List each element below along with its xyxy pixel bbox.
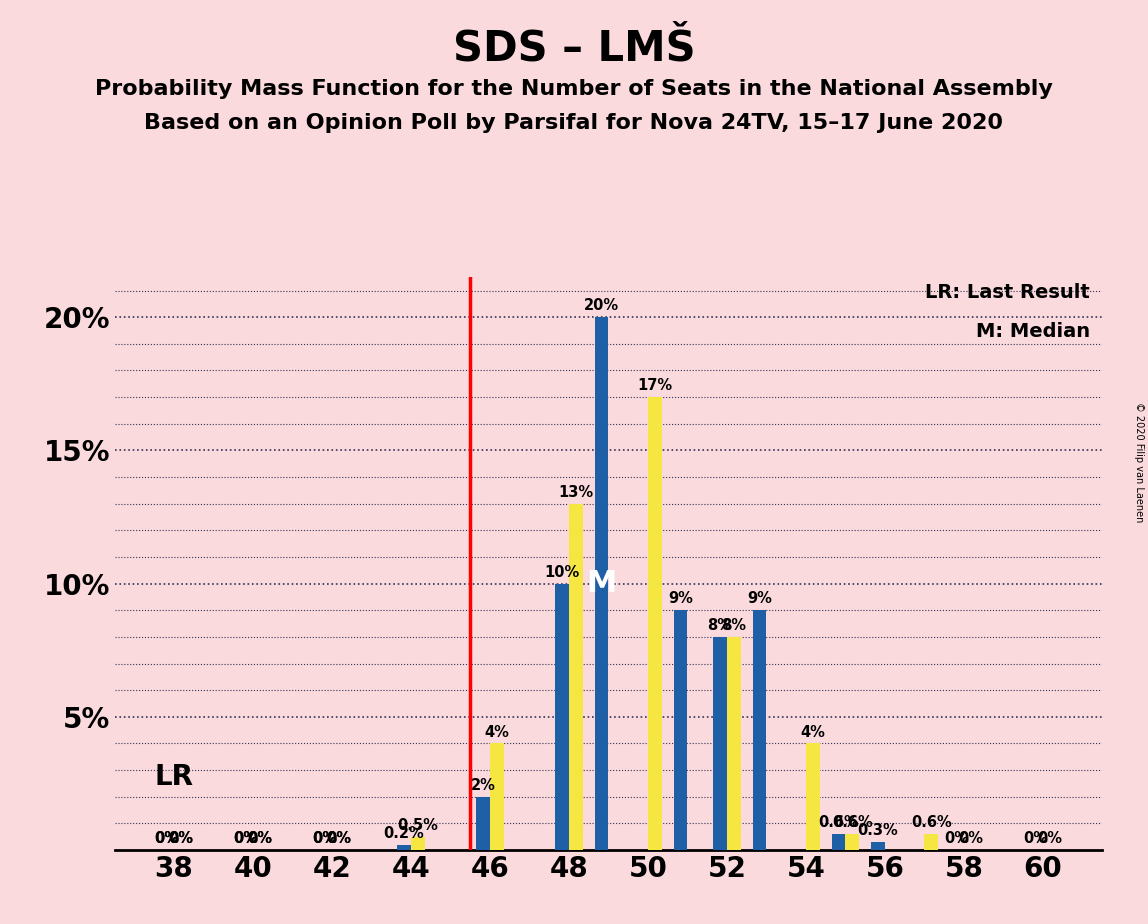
Text: LR: LR [154, 763, 193, 792]
Text: 0%: 0% [155, 831, 179, 846]
Bar [806, 744, 820, 850]
Bar [713, 637, 727, 850]
Text: 0%: 0% [326, 831, 351, 846]
Text: M: Median: M: Median [976, 322, 1091, 342]
Text: 0%: 0% [169, 831, 194, 846]
Bar [411, 837, 425, 850]
Text: 0%: 0% [1038, 831, 1062, 846]
Text: 17%: 17% [637, 378, 673, 393]
Bar [924, 834, 938, 850]
Text: 4%: 4% [484, 724, 510, 739]
Text: 10%: 10% [544, 565, 580, 579]
Text: 4%: 4% [800, 724, 825, 739]
Text: 0%: 0% [248, 831, 272, 846]
Text: SDS – LMŠ: SDS – LMŠ [452, 28, 696, 69]
Text: 0.6%: 0.6% [832, 815, 872, 830]
Text: 0%: 0% [326, 831, 351, 846]
Bar [490, 744, 504, 850]
Text: 0.6%: 0.6% [819, 815, 859, 830]
Text: 0%: 0% [945, 831, 969, 846]
Text: 0.3%: 0.3% [858, 823, 899, 838]
Text: 8%: 8% [707, 618, 732, 633]
Bar [727, 637, 740, 850]
Text: 0%: 0% [233, 831, 258, 846]
Bar [556, 584, 569, 850]
Text: 13%: 13% [558, 485, 594, 500]
Text: 0%: 0% [312, 831, 338, 846]
Text: 20%: 20% [584, 298, 619, 313]
Bar [397, 845, 411, 850]
Bar [753, 610, 767, 850]
Text: M: M [587, 569, 616, 598]
Text: 0%: 0% [1023, 831, 1048, 846]
Text: © 2020 Filip van Laenen: © 2020 Filip van Laenen [1134, 402, 1143, 522]
Text: 0.6%: 0.6% [910, 815, 952, 830]
Text: Probability Mass Function for the Number of Seats in the National Assembly: Probability Mass Function for the Number… [95, 79, 1053, 99]
Text: 0%: 0% [312, 831, 338, 846]
Text: Based on an Opinion Poll by Parsifal for Nova 24TV, 15–17 June 2020: Based on an Opinion Poll by Parsifal for… [145, 113, 1003, 133]
Bar [476, 796, 490, 850]
Text: 0%: 0% [959, 831, 984, 846]
Bar [831, 834, 845, 850]
Text: 0%: 0% [169, 831, 194, 846]
Bar [595, 317, 608, 850]
Text: 8%: 8% [721, 618, 746, 633]
Bar [647, 397, 661, 850]
Text: 0.2%: 0.2% [383, 826, 425, 841]
Bar [871, 842, 885, 850]
Bar [569, 504, 583, 850]
Text: 0%: 0% [248, 831, 272, 846]
Text: 9%: 9% [668, 591, 693, 606]
Bar [674, 610, 688, 850]
Text: 0.5%: 0.5% [397, 818, 439, 833]
Text: 2%: 2% [471, 778, 496, 793]
Text: 0%: 0% [233, 831, 258, 846]
Bar [845, 834, 859, 850]
Text: 9%: 9% [747, 591, 771, 606]
Text: 0%: 0% [155, 831, 179, 846]
Text: LR: Last Result: LR: Last Result [925, 283, 1091, 301]
